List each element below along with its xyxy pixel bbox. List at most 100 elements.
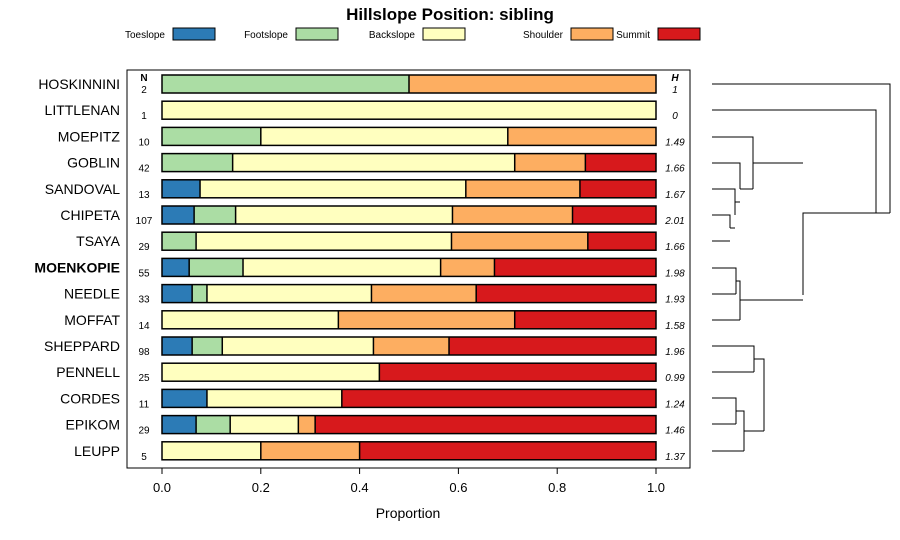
legend-label-backslope: Backslope — [369, 30, 416, 41]
dendrogram-link — [712, 162, 741, 189]
bar-row: MOENKOPIE 55 1.98 — [34, 257, 685, 279]
bar-outline — [161, 152, 657, 173]
dendrogram-link — [736, 280, 741, 320]
h-label: 1.67 — [665, 190, 685, 201]
bar-segment-toeslope — [162, 337, 193, 355]
bar-outline — [161, 74, 657, 94]
bar-segment-backslope — [206, 389, 342, 408]
bar-segment-summit — [315, 415, 656, 434]
bar-outline — [161, 414, 657, 435]
n-label: 11 — [139, 399, 150, 410]
dendrogram-link — [712, 397, 737, 424]
row-label: MOFFAT — [64, 312, 120, 328]
bar-segment-shoulder — [298, 415, 316, 434]
bar-segment-footslope — [192, 284, 207, 303]
n-label: 33 — [138, 295, 150, 306]
row-label: EPIKOM — [66, 417, 120, 433]
bar-row: NEEDLE 33 1.93 — [64, 283, 685, 306]
h-label: 1.58 — [665, 321, 685, 332]
row-label: LEUPP — [74, 443, 120, 459]
bar-segment-summit — [476, 284, 656, 303]
bar-segment-summit — [587, 232, 656, 251]
bar-row: CORDES 11 1.24 — [60, 388, 685, 410]
n-label: 2 — [141, 85, 147, 96]
row-label: SANDOVAL — [45, 181, 120, 197]
legend-swatch-summit — [657, 27, 701, 41]
bar-segment-toeslope — [162, 179, 201, 198]
row-label: MOENKOPIE — [34, 259, 120, 275]
n-label: 14 — [138, 321, 150, 332]
bar-segment-summit — [341, 389, 656, 408]
bar-outline — [161, 231, 657, 251]
h-label: 1 — [672, 85, 678, 96]
bar-segment-shoulder — [507, 127, 656, 146]
legend-label-toeslope: Toeslope — [125, 30, 165, 41]
h-label: 2.01 — [664, 216, 684, 227]
row-label: CORDES — [60, 390, 120, 406]
legend-label-footslope: Footslope — [244, 30, 288, 41]
bar-segment-footslope — [162, 232, 197, 251]
row-label: SHEPPARD — [44, 338, 120, 354]
x-axis: 0.0 0.2 0.4 0.6 0.8 1.0 — [153, 468, 665, 495]
bar-segment-toeslope — [162, 206, 195, 224]
bar-segment-backslope — [200, 179, 466, 198]
bar-segment-toeslope — [162, 415, 197, 434]
bar-segment-backslope — [232, 153, 515, 172]
bar-segment-shoulder — [514, 153, 586, 172]
n-label: 10 — [138, 137, 150, 148]
h-label: 1.66 — [665, 164, 685, 175]
dendrogram-link — [712, 267, 737, 294]
bar-row: GOBLIN 42 1.66 — [67, 152, 685, 175]
bar-row: MOEPITZ 10 1.49 — [58, 126, 685, 148]
bar-segment-toeslope — [162, 284, 193, 303]
bar-outline — [161, 205, 657, 225]
h-label: 1.96 — [665, 347, 685, 358]
bar-segment-backslope — [162, 441, 261, 460]
bar-segment-shoulder — [440, 258, 495, 277]
bar-row: PENNELL 25 0.99 — [56, 362, 685, 384]
h-label: 1.98 — [665, 268, 685, 279]
bar-segment-backslope — [162, 363, 380, 382]
x-tick-label: 1.0 — [647, 480, 665, 495]
bar-row: CHIPETA 107 2.01 — [60, 205, 685, 227]
bar-segment-footslope — [162, 153, 233, 172]
dendrogram-link — [712, 83, 891, 213]
bar-row: TSAYA 29 1.66 — [76, 231, 685, 253]
n-label: 42 — [138, 164, 150, 175]
row-label: NEEDLE — [64, 286, 120, 302]
bar-rows: HOSKINNINI 2 1 LITTLENAN 1 0 MOEPITZ 10 1.49 GOBL… — [34, 74, 685, 463]
legend: Toeslope Footslope Backslope Shoulder Summit — [125, 27, 701, 41]
dendrogram-link — [754, 358, 765, 431]
h-label: 0.99 — [665, 373, 685, 384]
chart-title: Hillslope Position: sibling — [346, 5, 554, 24]
row-label: HOSKINNINI — [38, 76, 120, 92]
n-label: 55 — [138, 268, 150, 279]
bar-row: LITTLENAN 1 0 — [45, 100, 678, 122]
dendrogram-link — [712, 109, 877, 213]
bar-segment-backslope — [243, 258, 441, 277]
bar-segment-summit — [585, 153, 656, 172]
bar-row: MOFFAT 14 1.58 — [64, 310, 685, 332]
n-label: 25 — [138, 373, 150, 384]
x-tick-label: 0.6 — [449, 480, 467, 495]
h-label: 1.46 — [665, 426, 685, 437]
bar-segment-backslope — [206, 284, 372, 303]
bar-segment-toeslope — [162, 258, 190, 277]
h-label: 1.93 — [665, 295, 685, 306]
x-tick-label: 0.4 — [351, 480, 369, 495]
bar-segment-backslope — [222, 337, 374, 355]
h-column-header: H — [671, 73, 679, 84]
bar-segment-shoulder — [451, 232, 588, 251]
row-label: GOBLIN — [67, 155, 120, 171]
x-tick-label: 0.2 — [252, 480, 270, 495]
bar-segment-backslope — [162, 101, 656, 120]
bar-segment-backslope — [235, 206, 453, 224]
x-axis-title: Proportion — [376, 505, 441, 521]
n-label: 5 — [141, 452, 147, 463]
bar-segment-footslope — [192, 337, 223, 355]
bar-segment-backslope — [162, 310, 339, 329]
legend-swatch-footslope — [295, 27, 339, 41]
bar-outline — [161, 100, 657, 120]
bar-segment-footslope — [194, 206, 236, 224]
bar-segment-summit — [572, 206, 656, 224]
